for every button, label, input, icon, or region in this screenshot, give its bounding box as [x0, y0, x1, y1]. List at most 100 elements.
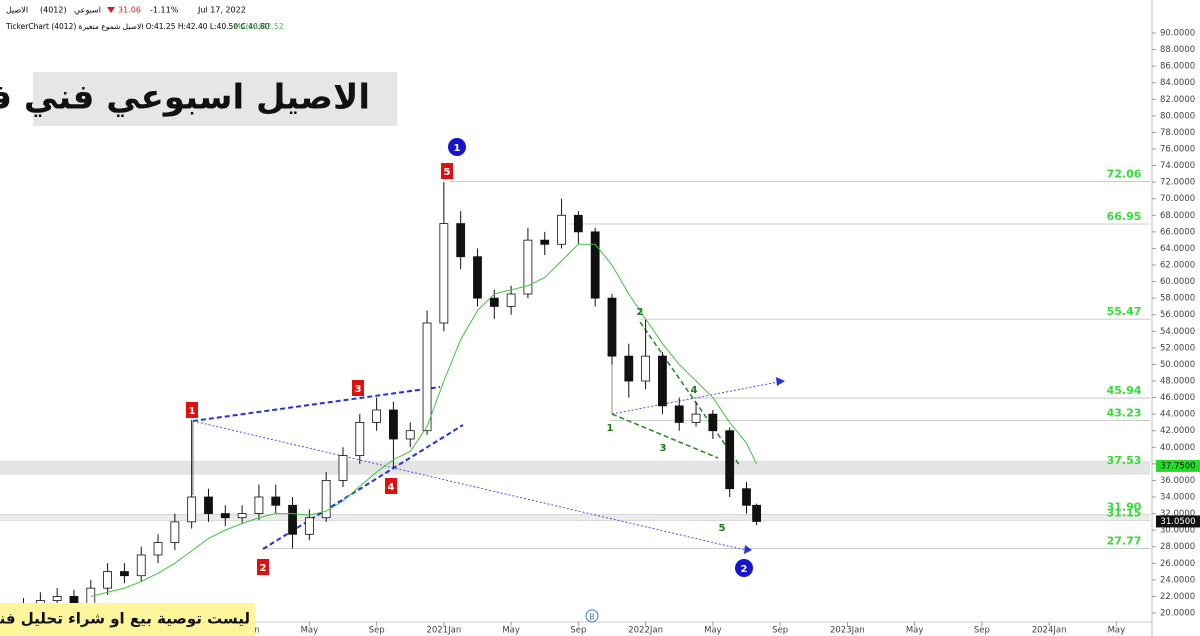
wedge-line	[611, 413, 719, 459]
candle-body	[674, 405, 684, 423]
y-tick-label: 86.0000	[1160, 62, 1195, 72]
y-tick-label: 34.0000	[1160, 493, 1195, 503]
candle-body	[473, 256, 482, 299]
y-tick-label: 84.0000	[1160, 78, 1195, 88]
candle-body	[439, 223, 449, 324]
candle-body	[540, 239, 550, 245]
y-tick-label: 80.0000	[1160, 111, 1195, 121]
x-tick-label: May	[906, 626, 924, 636]
wave-circle-label: 1	[454, 143, 461, 154]
y-tick-label: 78.0000	[1160, 128, 1195, 138]
wave-box	[385, 478, 397, 494]
y-tick-label: 20.0000	[1160, 609, 1195, 619]
trend-line	[192, 420, 746, 551]
wave-circle	[735, 559, 753, 577]
chart-title: الاصيل اسبوعي فني فقط	[0, 78, 370, 118]
x-tick-label: Sep	[570, 626, 586, 636]
y-tick-label: 68.0000	[1160, 211, 1195, 221]
candle-body	[742, 488, 751, 506]
wave-box	[352, 380, 364, 396]
y-tick-label: 70.0000	[1160, 194, 1195, 204]
symbol: الاصيل	[6, 6, 28, 15]
arrow-head	[744, 545, 752, 554]
y-tick-label: 28.0000	[1160, 542, 1195, 552]
date: Jul 17, 2022	[197, 6, 246, 15]
trend-line	[192, 386, 441, 422]
level-label: 43.23	[1107, 407, 1142, 420]
wave-box-label: 4	[388, 482, 395, 493]
candle-body	[204, 496, 213, 514]
candle-body	[220, 513, 230, 519]
y-tick-label: 90.0000	[1160, 29, 1195, 39]
y-tick-label: 76.0000	[1160, 145, 1195, 155]
candle-body	[288, 504, 297, 535]
y-tick-label: 24.0000	[1160, 575, 1195, 585]
candle-body	[573, 214, 583, 233]
x-tick-label: Sep	[369, 626, 385, 636]
candle-body	[456, 223, 466, 258]
candle-body	[422, 322, 432, 432]
wave-label: 3	[660, 443, 667, 454]
candle-body	[52, 596, 62, 601]
period: اسبوعي	[74, 6, 101, 15]
price-tag	[1156, 459, 1200, 472]
candle-body	[557, 214, 566, 245]
level-band	[0, 514, 1150, 521]
header: الاصيل (4012) اسبوعي 31.06 -1.11% Jul 17…	[5, 6, 284, 32]
candle-body	[103, 571, 113, 589]
wave-box-label: 2	[260, 563, 267, 574]
price: 31.06	[118, 6, 141, 15]
y-tick-label: 26.0000	[1160, 559, 1195, 569]
candle-body	[752, 504, 761, 522]
change: -1.11%	[150, 6, 179, 15]
candle-body	[321, 480, 331, 519]
level-band	[0, 460, 1150, 475]
candle-body	[523, 239, 533, 295]
level-label: 55.47	[1107, 305, 1142, 318]
arrow-head	[776, 377, 785, 386]
x-tick-label: 2022Jan	[628, 626, 663, 636]
x-tick-label: May	[301, 626, 319, 636]
candle-body	[136, 554, 146, 577]
candle-body	[338, 455, 348, 481]
y-tick-label: 54.0000	[1160, 327, 1195, 337]
wave-label: 4	[691, 385, 698, 396]
y-tick-label: 48.0000	[1160, 377, 1195, 387]
y-tick-label: 50.0000	[1160, 360, 1195, 370]
wave-label: 2	[637, 307, 644, 318]
wave-label: 5	[719, 523, 726, 534]
candle-body	[187, 496, 197, 523]
candle-body	[304, 517, 314, 535]
wave-box-label: 3	[355, 384, 362, 395]
y-tick-label: 62.0000	[1160, 261, 1195, 271]
candle-body	[389, 409, 398, 440]
level-label: 27.77	[1107, 535, 1142, 548]
candle-body	[708, 413, 718, 432]
wedge-line	[639, 321, 741, 467]
ohlc: TickerChart الاصيل شموع متغيرة (4012) O:…	[5, 22, 270, 31]
wave-circle	[448, 138, 466, 156]
level-label: 31.15	[1107, 507, 1142, 520]
axis-panel	[1150, 0, 1200, 636]
trend-line	[262, 424, 464, 550]
wave-box	[441, 163, 453, 179]
candle-body	[607, 297, 617, 357]
x-tick-label: May	[704, 626, 722, 636]
y-tick-label: 44.0000	[1160, 410, 1195, 420]
level-label: 66.95	[1107, 210, 1142, 223]
candle-body	[355, 422, 365, 456]
b-circle	[585, 609, 599, 623]
price-tag-label: 37.7500	[1160, 461, 1195, 471]
x-tick-label: Sep	[974, 626, 990, 636]
candle-body	[237, 513, 247, 519]
x-tick-label: May	[502, 626, 520, 636]
y-tick-label: 56.0000	[1160, 310, 1195, 320]
level-label: 45.94	[1107, 384, 1142, 397]
y-tick-label: 32.0000	[1160, 509, 1195, 519]
ma-label: MA(13)	[234, 22, 261, 31]
y-tick-label: 42.0000	[1160, 426, 1195, 436]
candle-body	[489, 297, 499, 307]
x-tick-label: 2024Jan	[1032, 626, 1067, 636]
